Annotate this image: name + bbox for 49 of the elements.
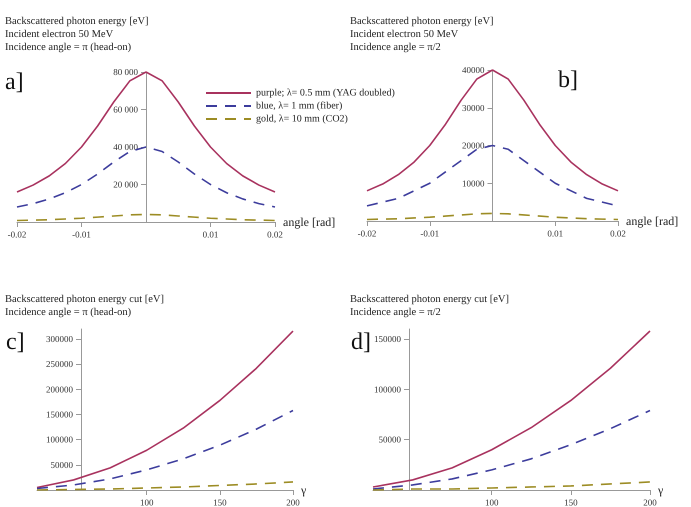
legend-label: blue, λ= 1 mm (fiber) <box>256 100 342 112</box>
chart-title: Backscattered photon energy cut [eV] Incidence angle = π/2 <box>350 294 509 318</box>
x-tick-label: -0.02 <box>8 230 26 240</box>
x-axis-title: γ <box>657 483 664 497</box>
x-tick-label: -0.01 <box>72 230 91 240</box>
y-tick-label: 60 000 <box>113 104 138 114</box>
y-tick-label: 150000 <box>46 410 74 420</box>
x-tick-label: 100 <box>484 498 499 507</box>
x-tick-label: 0.02 <box>267 230 283 240</box>
x-tick-label: 200 <box>643 498 658 507</box>
chart-title: Backscattered photon energy [eV] Incident electron 50 MeV Incidence angle = π/2 <box>350 16 494 53</box>
legend-label: gold, λ= 10 mm (CO2) <box>256 114 348 124</box>
x-tick-label: 0.01 <box>547 228 564 238</box>
y-tick-label: 300000 <box>46 334 74 344</box>
text: c] <box>6 329 25 355</box>
y-tick-label: 20000 <box>462 140 485 150</box>
x-tick-label: 100 <box>140 498 154 507</box>
y-tick-label: 250000 <box>46 359 74 370</box>
annotation: b] <box>558 67 578 93</box>
chart-title: Backscattered photon energy [eV] Incident electron 50 MeV Incidence angle = π (head-on) <box>5 16 149 53</box>
y-tick-label: 200000 <box>46 384 74 394</box>
y-tick-label: 10000 <box>462 178 485 188</box>
x-tick-label: 0.02 <box>610 228 626 238</box>
x-axis-title: angle [rad] <box>283 215 336 229</box>
x-axis-title: angle [rad] <box>626 214 678 228</box>
y-tick-label: 50000 <box>50 460 74 470</box>
chart-title: Backscattered photon energy cut [eV] Incidence angle = π (head-on) <box>5 294 164 318</box>
x-tick-label: 150 <box>564 498 578 507</box>
x-tick-label: -0.01 <box>420 228 440 238</box>
y-tick-label: 50000 <box>378 434 402 445</box>
y-tick-label: 150000 <box>374 334 402 344</box>
x-tick-label: 150 <box>213 498 228 507</box>
y-tick-label: 40000 <box>462 65 485 75</box>
line-series <box>36 330 294 488</box>
line-series <box>372 330 651 488</box>
y-tick-label: 100000 <box>46 434 74 445</box>
annotation: a] <box>5 69 24 95</box>
x-tick-label: -0.02 <box>358 228 376 238</box>
y-tick-label: 40 000 <box>113 142 138 152</box>
y-tick-label: 20 000 <box>113 180 138 190</box>
x-tick-label: 0.01 <box>202 230 218 240</box>
y-tick-label: 30000 <box>462 102 485 113</box>
x-axis-title: γ <box>300 483 307 497</box>
y-tick-label: 80 000 <box>113 67 138 77</box>
x-tick-label: 200 <box>286 498 300 507</box>
legend-label: purple; λ= 0.5 mm (YAG doubled) <box>256 88 395 98</box>
text: d] <box>351 329 371 355</box>
y-tick-label: 100000 <box>374 384 402 394</box>
line-series <box>16 146 276 208</box>
